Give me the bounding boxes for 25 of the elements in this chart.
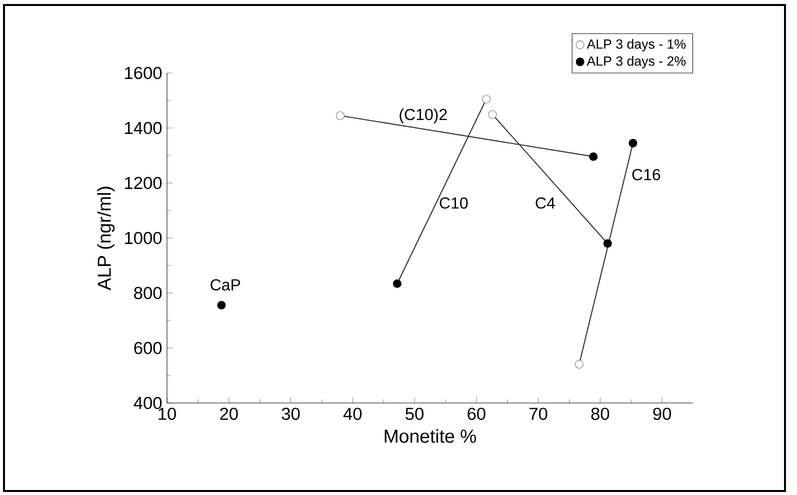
- x-tick-label: 90: [653, 408, 672, 420]
- y-tick-label: 1200: [125, 176, 162, 190]
- y-tick-label: 400: [134, 396, 162, 410]
- x-tick-label: 30: [282, 408, 300, 420]
- x-tick-label: 20: [220, 408, 238, 420]
- y-axis-title: ALP (ngr/ml): [97, 186, 115, 290]
- x-tick-label: 40: [343, 408, 362, 420]
- x-tick-label: 50: [406, 408, 424, 420]
- y-tick-label: 1400: [125, 122, 162, 134]
- x-tick-label: 70: [530, 408, 548, 420]
- x-tick-label: 60: [468, 408, 486, 420]
- y-tick-label: 800: [134, 286, 162, 300]
- x-tick-label: 10: [158, 408, 176, 420]
- annotation: C16: [632, 168, 660, 180]
- annotation: CaP: [210, 279, 240, 290]
- y-tick-label: 1000: [125, 232, 162, 244]
- annotation: (C10)2: [400, 108, 447, 124]
- legend-label: ALP 3 days - 1%: [586, 38, 686, 52]
- annotation: C10: [440, 197, 468, 209]
- legend-label: ALP 3 days - 2%: [586, 56, 686, 68]
- x-axis-title: Monetite %: [384, 429, 476, 443]
- y-tick-label: 1600: [125, 66, 162, 80]
- annotation: C4: [536, 197, 555, 209]
- y-tick-label: 600: [134, 342, 162, 354]
- x-tick-label: 80: [591, 408, 610, 420]
